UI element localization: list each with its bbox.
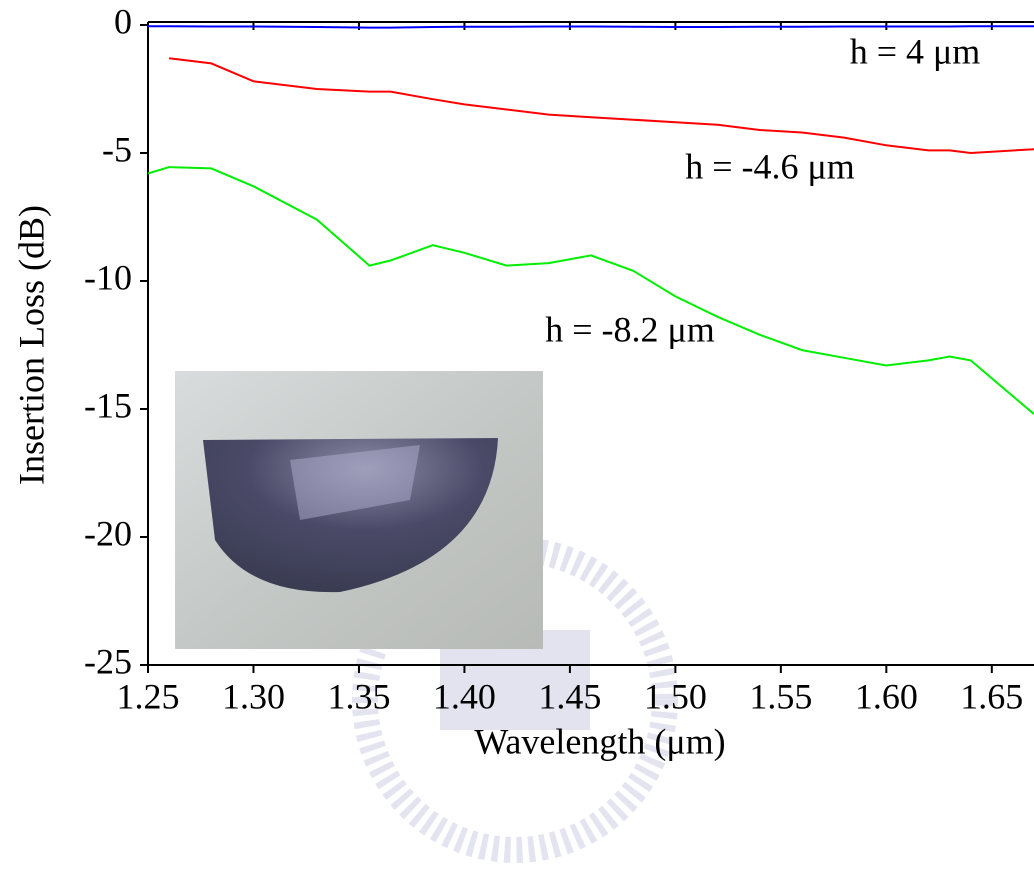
x-tick-label: 1.30 (222, 676, 285, 716)
data-line (148, 25, 1034, 29)
x-tick-label: 1.45 (538, 676, 601, 716)
x-tick-label: 1.60 (855, 676, 918, 716)
x-tick-label: 1.35 (327, 676, 390, 716)
y-tick-label: -20 (84, 513, 132, 553)
x-tick-label: 1.50 (644, 676, 707, 716)
y-axis-label: Insertion Loss (dB) (11, 205, 51, 485)
series-label: h = 4 μm (850, 31, 981, 71)
x-tick-label: 1.65 (960, 676, 1023, 716)
data-line (147, 166, 1034, 415)
series-label: h = -4.6 μm (685, 146, 855, 186)
y-tick-label: -5 (102, 129, 132, 169)
y-tick-label: 0 (114, 1, 132, 41)
x-axis-label: Wavelength (μm) (474, 721, 725, 761)
x-tick-label: 1.25 (117, 676, 180, 716)
data-line (168, 57, 1034, 155)
x-tick-label: 1.55 (749, 676, 812, 716)
y-tick-label: -15 (84, 385, 132, 425)
x-tick-label: 1.40 (433, 676, 496, 716)
series-label: h = -8.2 μm (545, 309, 715, 349)
inset-photo (175, 371, 543, 649)
y-tick-label: -25 (84, 641, 132, 681)
y-tick-label: -10 (84, 257, 132, 297)
